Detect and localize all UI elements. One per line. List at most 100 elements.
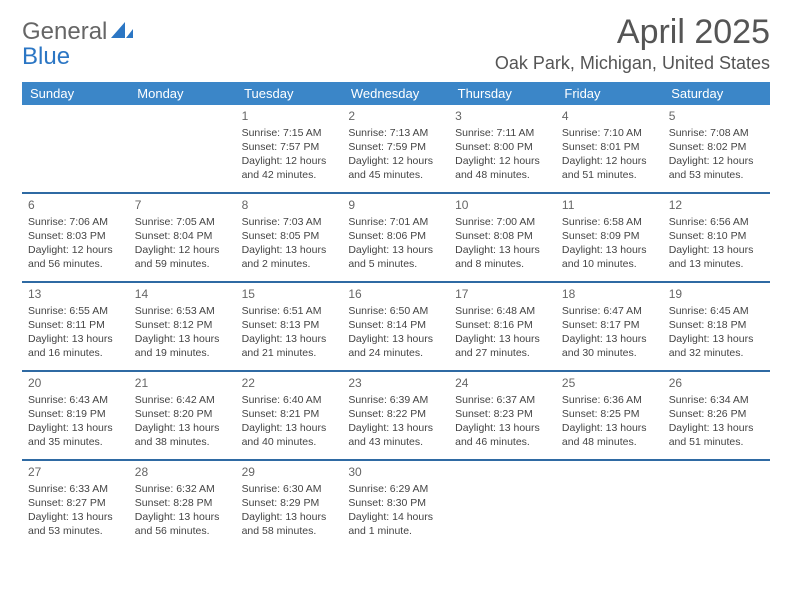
- sunrise-line: Sunrise: 7:03 AM: [242, 215, 337, 229]
- day-number: 1: [242, 108, 337, 124]
- calendar-table: SundayMondayTuesdayWednesdayThursdayFrid…: [22, 82, 770, 544]
- weekday-header: Tuesday: [236, 82, 343, 105]
- sunrise-line: Sunrise: 6:42 AM: [135, 393, 230, 407]
- weekday-header: Wednesday: [342, 82, 449, 105]
- sunset-line: Sunset: 8:00 PM: [455, 140, 550, 154]
- sunrise-line: Sunrise: 6:48 AM: [455, 304, 550, 318]
- sunrise-line: Sunrise: 7:06 AM: [28, 215, 123, 229]
- daylight-line: and 51 minutes.: [562, 168, 657, 182]
- day-number: 18: [562, 286, 657, 302]
- calendar-cell: 29Sunrise: 6:30 AMSunset: 8:29 PMDayligh…: [236, 460, 343, 544]
- calendar-cell: 18Sunrise: 6:47 AMSunset: 8:17 PMDayligh…: [556, 282, 663, 371]
- day-number: 16: [348, 286, 443, 302]
- day-number: 21: [135, 375, 230, 391]
- day-number: 9: [348, 197, 443, 213]
- sunset-line: Sunset: 8:30 PM: [348, 496, 443, 510]
- calendar-cell: 9Sunrise: 7:01 AMSunset: 8:06 PMDaylight…: [342, 193, 449, 282]
- calendar-cell: 25Sunrise: 6:36 AMSunset: 8:25 PMDayligh…: [556, 371, 663, 460]
- daylight-line: and 10 minutes.: [562, 257, 657, 271]
- day-number: 25: [562, 375, 657, 391]
- weekday-header: Friday: [556, 82, 663, 105]
- calendar-cell: 23Sunrise: 6:39 AMSunset: 8:22 PMDayligh…: [342, 371, 449, 460]
- daylight-line: Daylight: 13 hours: [28, 510, 123, 524]
- sunrise-line: Sunrise: 6:43 AM: [28, 393, 123, 407]
- sunset-line: Sunset: 8:27 PM: [28, 496, 123, 510]
- daylight-line: Daylight: 13 hours: [135, 332, 230, 346]
- daylight-line: and 2 minutes.: [242, 257, 337, 271]
- sunrise-line: Sunrise: 7:10 AM: [562, 126, 657, 140]
- sunset-line: Sunset: 8:06 PM: [348, 229, 443, 243]
- daylight-line: and 59 minutes.: [135, 257, 230, 271]
- daylight-line: Daylight: 13 hours: [562, 243, 657, 257]
- calendar-cell: [449, 460, 556, 544]
- sunrise-line: Sunrise: 7:05 AM: [135, 215, 230, 229]
- daylight-line: and 53 minutes.: [669, 168, 764, 182]
- calendar-cell: 13Sunrise: 6:55 AMSunset: 8:11 PMDayligh…: [22, 282, 129, 371]
- daylight-line: and 48 minutes.: [562, 435, 657, 449]
- sunrise-line: Sunrise: 7:11 AM: [455, 126, 550, 140]
- calendar-cell: 12Sunrise: 6:56 AMSunset: 8:10 PMDayligh…: [663, 193, 770, 282]
- calendar-cell: 7Sunrise: 7:05 AMSunset: 8:04 PMDaylight…: [129, 193, 236, 282]
- calendar-cell: 30Sunrise: 6:29 AMSunset: 8:30 PMDayligh…: [342, 460, 449, 544]
- sunset-line: Sunset: 8:26 PM: [669, 407, 764, 421]
- daylight-line: Daylight: 12 hours: [242, 154, 337, 168]
- sunrise-line: Sunrise: 6:36 AM: [562, 393, 657, 407]
- sunset-line: Sunset: 8:08 PM: [455, 229, 550, 243]
- sunrise-line: Sunrise: 6:30 AM: [242, 482, 337, 496]
- calendar-cell: 21Sunrise: 6:42 AMSunset: 8:20 PMDayligh…: [129, 371, 236, 460]
- day-number: 17: [455, 286, 550, 302]
- weekday-header: Thursday: [449, 82, 556, 105]
- sunset-line: Sunset: 8:13 PM: [242, 318, 337, 332]
- daylight-line: and 27 minutes.: [455, 346, 550, 360]
- location-line: Oak Park, Michigan, United States: [495, 53, 770, 74]
- calendar-cell: 28Sunrise: 6:32 AMSunset: 8:28 PMDayligh…: [129, 460, 236, 544]
- calendar-cell: 15Sunrise: 6:51 AMSunset: 8:13 PMDayligh…: [236, 282, 343, 371]
- daylight-line: and 42 minutes.: [242, 168, 337, 182]
- calendar-cell: 10Sunrise: 7:00 AMSunset: 8:08 PMDayligh…: [449, 193, 556, 282]
- day-number: 4: [562, 108, 657, 124]
- day-number: 23: [348, 375, 443, 391]
- sunrise-line: Sunrise: 7:13 AM: [348, 126, 443, 140]
- day-number: 27: [28, 464, 123, 480]
- daylight-line: and 32 minutes.: [669, 346, 764, 360]
- daylight-line: Daylight: 13 hours: [669, 421, 764, 435]
- daylight-line: Daylight: 14 hours: [348, 510, 443, 524]
- sunset-line: Sunset: 7:59 PM: [348, 140, 443, 154]
- calendar-cell: 5Sunrise: 7:08 AMSunset: 8:02 PMDaylight…: [663, 105, 770, 193]
- daylight-line: and 21 minutes.: [242, 346, 337, 360]
- day-number: 10: [455, 197, 550, 213]
- day-number: 3: [455, 108, 550, 124]
- sunset-line: Sunset: 8:02 PM: [669, 140, 764, 154]
- calendar-cell: [129, 105, 236, 193]
- daylight-line: Daylight: 12 hours: [348, 154, 443, 168]
- daylight-line: Daylight: 12 hours: [28, 243, 123, 257]
- sunset-line: Sunset: 8:29 PM: [242, 496, 337, 510]
- daylight-line: and 45 minutes.: [348, 168, 443, 182]
- sunset-line: Sunset: 8:20 PM: [135, 407, 230, 421]
- sunrise-line: Sunrise: 6:50 AM: [348, 304, 443, 318]
- daylight-line: Daylight: 13 hours: [242, 510, 337, 524]
- day-number: 28: [135, 464, 230, 480]
- sunset-line: Sunset: 8:12 PM: [135, 318, 230, 332]
- daylight-line: Daylight: 12 hours: [562, 154, 657, 168]
- daylight-line: and 8 minutes.: [455, 257, 550, 271]
- daylight-line: Daylight: 13 hours: [669, 243, 764, 257]
- calendar-cell: 11Sunrise: 6:58 AMSunset: 8:09 PMDayligh…: [556, 193, 663, 282]
- day-number: 13: [28, 286, 123, 302]
- calendar-cell: 8Sunrise: 7:03 AMSunset: 8:05 PMDaylight…: [236, 193, 343, 282]
- calendar-cell: 24Sunrise: 6:37 AMSunset: 8:23 PMDayligh…: [449, 371, 556, 460]
- daylight-line: Daylight: 13 hours: [242, 332, 337, 346]
- sunset-line: Sunset: 8:23 PM: [455, 407, 550, 421]
- daylight-line: Daylight: 13 hours: [455, 421, 550, 435]
- sunrise-line: Sunrise: 6:53 AM: [135, 304, 230, 318]
- brand-sail-icon: [111, 21, 133, 45]
- sunrise-line: Sunrise: 6:45 AM: [669, 304, 764, 318]
- daylight-line: Daylight: 13 hours: [28, 332, 123, 346]
- daylight-line: Daylight: 13 hours: [455, 332, 550, 346]
- daylight-line: Daylight: 13 hours: [669, 332, 764, 346]
- sunset-line: Sunset: 8:03 PM: [28, 229, 123, 243]
- day-number: 8: [242, 197, 337, 213]
- calendar-cell: [22, 105, 129, 193]
- daylight-line: Daylight: 13 hours: [28, 421, 123, 435]
- calendar-cell: 27Sunrise: 6:33 AMSunset: 8:27 PMDayligh…: [22, 460, 129, 544]
